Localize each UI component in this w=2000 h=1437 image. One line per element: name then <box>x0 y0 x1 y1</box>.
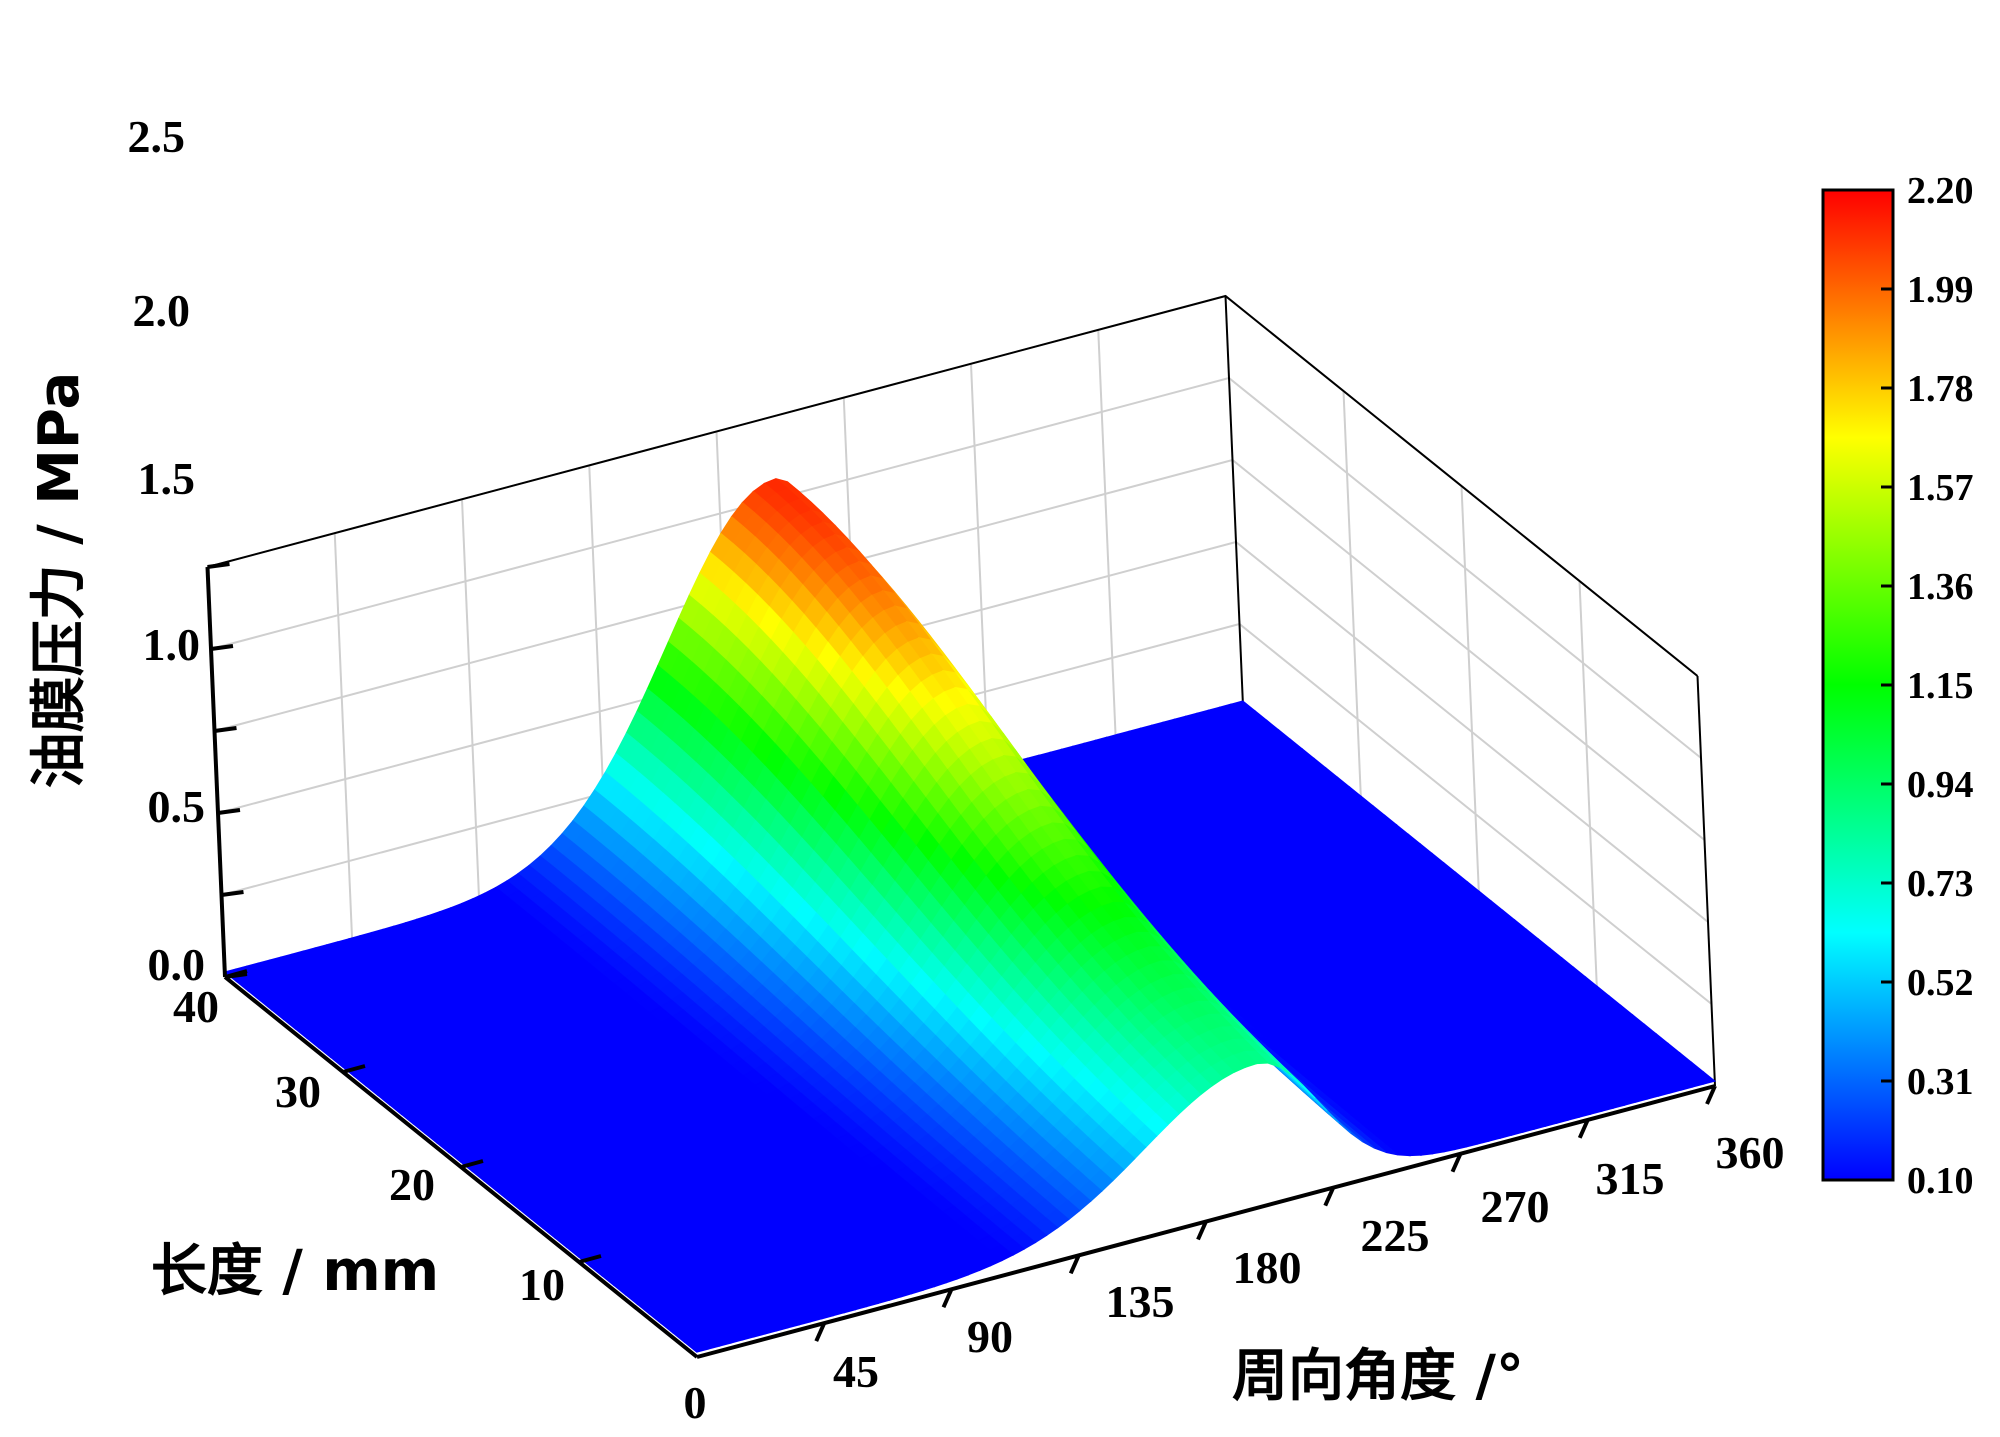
x-tick-mark <box>1196 1220 1208 1241</box>
z-tick-label: 1.0 <box>143 619 201 670</box>
grid-line <box>970 363 990 774</box>
x-tick-label: 270 <box>1481 1181 1550 1232</box>
colorbar-tick-label: 0.94 <box>1907 764 1974 806</box>
colorbar-ticks <box>1881 188 1893 1182</box>
grid-line <box>1578 580 1598 992</box>
x-tick-label: 315 <box>1596 1153 1665 1204</box>
x-tick-label: 90 <box>967 1311 1013 1362</box>
grid-line <box>1097 329 1117 740</box>
z-tick-mark <box>217 808 241 815</box>
colorbar-tick-label: 1.36 <box>1907 566 1974 608</box>
colorbar-tick-label: 0.52 <box>1907 962 1974 1004</box>
pressure-surface <box>223 478 1717 1353</box>
grid-line <box>1460 485 1480 897</box>
x-tick-mark <box>814 1322 827 1342</box>
x-tick-label: 360 <box>1716 1127 1785 1178</box>
y-tick-mark <box>342 1064 366 1074</box>
x-axis-title: 周向角度 /° <box>1232 1344 1524 1409</box>
z-tick-label: 0.0 <box>148 939 206 990</box>
z-tick-mark <box>214 726 237 733</box>
x-tick-label: 180 <box>1233 1242 1302 1293</box>
box-edge <box>1696 675 1716 1087</box>
colorbar-tick-label: 1.57 <box>1907 467 1974 509</box>
y-tick-label: 10 <box>519 1259 565 1310</box>
z-axis-ticks: 0.0 0.5 1.0 1.5 2.0 2.5 <box>128 111 206 990</box>
y-axis-ticks: 0 10 20 30 40 <box>173 981 707 1428</box>
z-tick-mark <box>221 890 244 897</box>
x-tick-mark <box>1323 1186 1336 1207</box>
x-tick-mark <box>1705 1085 1717 1105</box>
x-tick-mark <box>1577 1119 1590 1139</box>
back-panels <box>207 294 1716 1087</box>
y-tick-label: 0 <box>684 1377 707 1428</box>
colorbar-tick-label: 0.31 <box>1907 1061 1974 1103</box>
z-tick-mark <box>207 562 230 569</box>
grid-line <box>333 533 354 944</box>
colorbar-tick-label: 0.10 <box>1907 1160 1974 1202</box>
y-tick-mark <box>578 1254 602 1264</box>
colorbar: 2.20 1.99 1.78 1.57 1.36 1.15 0.94 0.73 … <box>1821 170 1974 1202</box>
z-tick-label: 2.0 <box>133 285 191 336</box>
grid-line <box>461 499 481 910</box>
y-tick-mark <box>460 1159 484 1169</box>
x-tick-mark <box>1450 1152 1463 1173</box>
z-tick-label: 0.5 <box>148 781 206 832</box>
z-tick-mark <box>210 644 234 651</box>
colorbar-tick-label: 1.78 <box>1907 368 1974 410</box>
z-tick-label: 2.5 <box>128 111 186 162</box>
grid-line <box>1342 390 1362 802</box>
colorbar-tick-label: 1.99 <box>1907 269 1974 311</box>
y-tick-label: 30 <box>275 1066 321 1117</box>
x-tick-label: 45 <box>833 1346 879 1397</box>
z-tick-mark <box>224 972 248 979</box>
x-tick-label: 135 <box>1106 1276 1175 1327</box>
colorbar-tick-label: 2.20 <box>1907 170 1974 212</box>
x-tick-mark <box>941 1288 954 1309</box>
y-tick-label: 20 <box>389 1159 435 1210</box>
surface-cell <box>683 1338 710 1353</box>
z-tick-label: 1.5 <box>138 453 196 504</box>
y-axis-title: 长度 / mm <box>151 1239 439 1304</box>
colorbar-tick-label: 1.15 <box>1907 665 1974 707</box>
y-tick-label: 40 <box>173 981 219 1032</box>
x-tick-mark <box>1068 1254 1081 1275</box>
box-edge <box>1224 295 1244 707</box>
x-axis-ticks: 45 90 135 180 225 270 315 360 <box>833 1127 1785 1397</box>
z-axis-title: 油膜压力 / MPa <box>27 372 92 789</box>
x-tick-label: 225 <box>1361 1210 1430 1261</box>
grid-line <box>207 294 1699 677</box>
colorbar-tick-label: 0.73 <box>1907 863 1974 905</box>
box-edge <box>207 294 1699 677</box>
axes <box>205 562 1717 1359</box>
z-axis-line <box>205 566 227 978</box>
